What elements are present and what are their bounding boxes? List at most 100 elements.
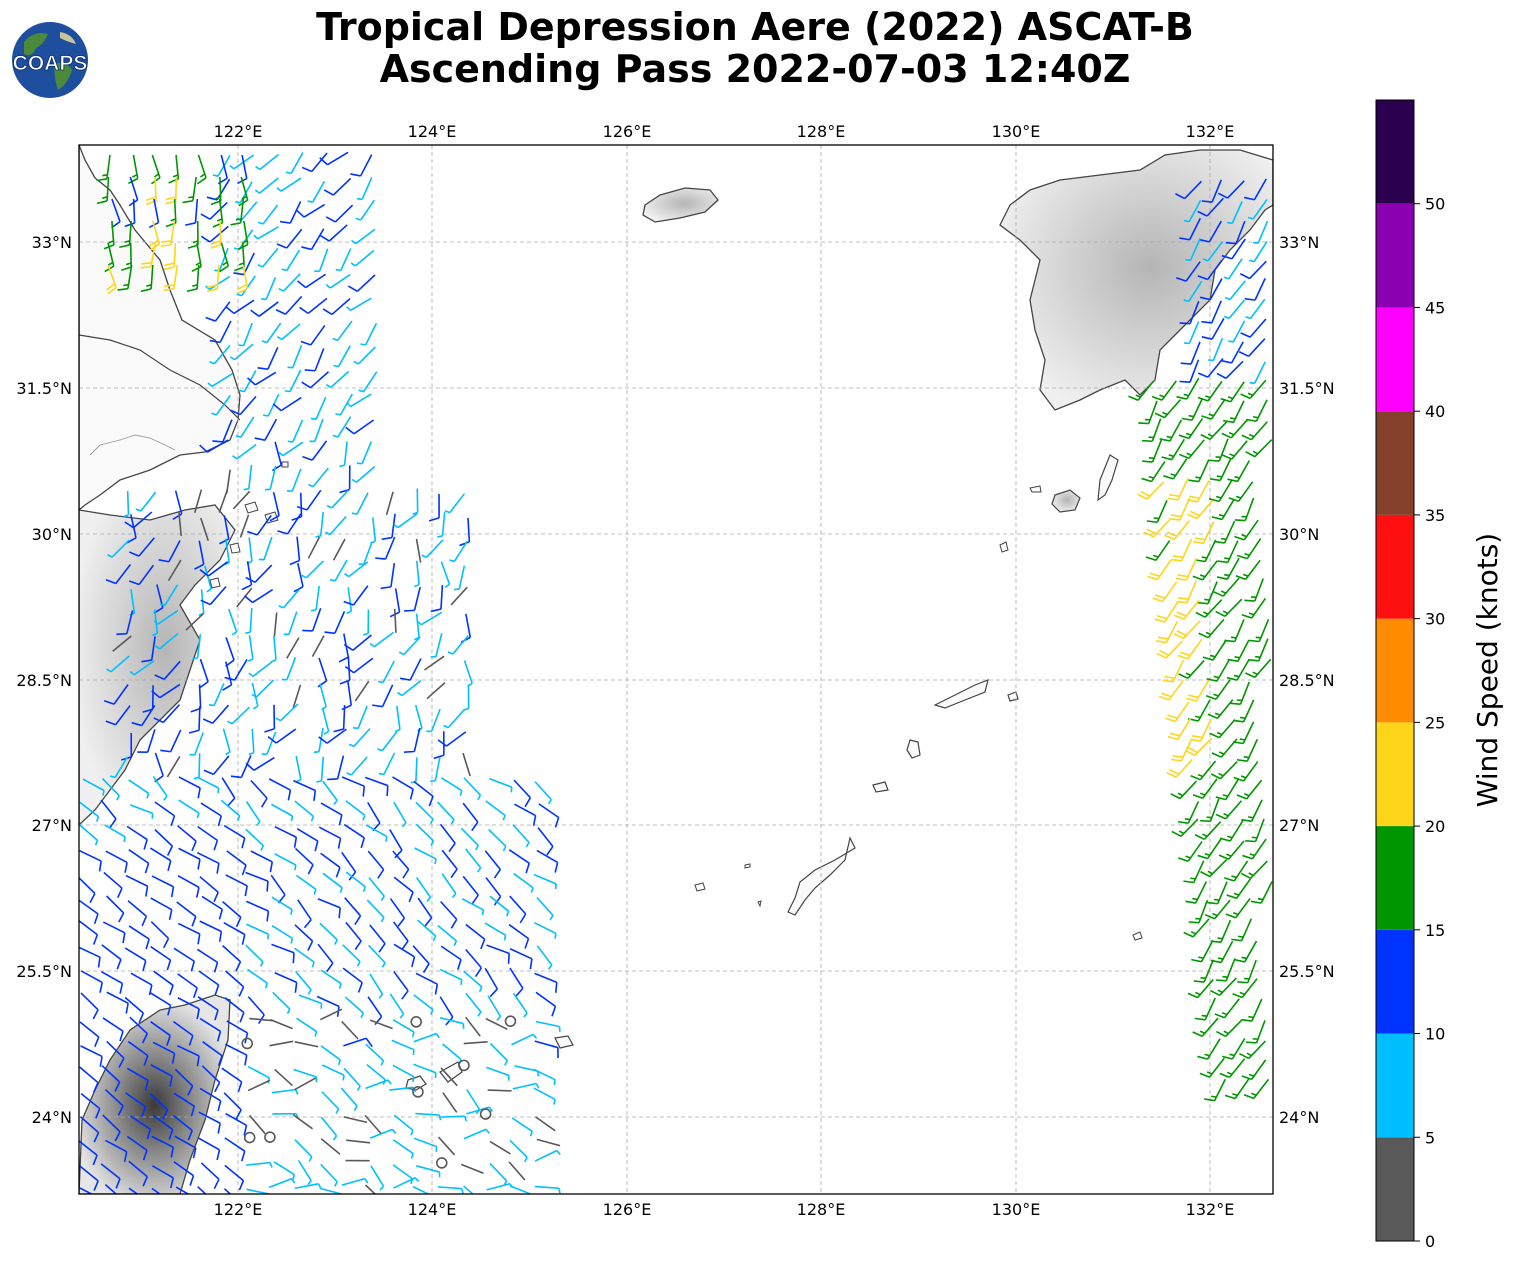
wind-barb — [105, 705, 131, 726]
wind-barb — [196, 154, 207, 185]
wind-barb — [1187, 978, 1214, 999]
wind-barb — [178, 511, 182, 537]
wind-barb — [1138, 400, 1158, 425]
wind-barb — [140, 242, 156, 269]
wind-barb — [447, 635, 469, 655]
lon-label: 132°E — [1186, 1200, 1235, 1219]
map-frame — [78, 144, 1274, 1195]
wind-barb — [343, 1067, 361, 1092]
wind-barb — [116, 610, 134, 636]
wind-barb — [534, 922, 557, 939]
wind-barb — [209, 344, 231, 365]
wind-barb — [1240, 318, 1267, 338]
wind-barb — [105, 264, 117, 295]
wind-barb — [200, 802, 222, 827]
wind-barb — [1219, 820, 1244, 842]
wind-barb — [254, 418, 278, 441]
wind-barb — [439, 1017, 465, 1029]
colorbar-tick-label: 35 — [1425, 506, 1445, 525]
wind-barb — [1199, 1057, 1225, 1078]
wind-barb — [224, 997, 245, 1023]
wind-barb — [392, 776, 414, 800]
wind-barb — [219, 242, 230, 273]
wind-barb — [79, 1165, 99, 1191]
wind-barb — [264, 704, 276, 733]
wind-barb — [415, 877, 432, 902]
colorbar-tick-label: 15 — [1425, 921, 1445, 940]
wind-barb — [333, 705, 346, 733]
wind-barb — [377, 660, 395, 684]
wind-barb — [276, 177, 302, 192]
wind-barb — [320, 1138, 341, 1155]
wind-barb — [221, 777, 236, 807]
wind-barb — [340, 1087, 358, 1112]
wind-barb — [393, 971, 409, 1000]
wind-barb — [440, 900, 458, 929]
wind-barb — [417, 897, 433, 927]
wind-barb — [298, 994, 323, 1009]
wind-barb — [109, 756, 129, 779]
lat-label: 33°N — [32, 233, 72, 252]
wind-barb — [224, 659, 248, 681]
colorbar-bin — [1376, 411, 1414, 515]
wind-barb — [153, 704, 180, 724]
colorbar-tick-label: 5 — [1425, 1128, 1435, 1147]
wind-barb — [223, 824, 246, 849]
wind-barb — [150, 1021, 171, 1046]
wind-barb — [177, 973, 198, 999]
jeju-island — [642, 187, 719, 223]
wind-barb — [193, 489, 203, 513]
wind-barb — [159, 584, 179, 606]
wind-barb — [352, 705, 368, 730]
wind-barb — [262, 393, 280, 417]
wind-barb — [1214, 998, 1240, 1019]
wind-barb — [296, 1017, 318, 1037]
wind-barb — [191, 242, 202, 273]
colorbar-label: Wind Speed (knots) — [1471, 533, 1504, 807]
wind-barb — [351, 492, 369, 515]
wind-barb — [488, 777, 513, 793]
wind-barb — [437, 924, 458, 946]
wind-barb — [220, 799, 241, 822]
wind-barb — [247, 1065, 271, 1084]
wind-barb — [460, 1163, 484, 1175]
wind-barb — [1240, 860, 1268, 880]
lat-label: 27°N — [1279, 816, 1319, 835]
wind-barb — [440, 777, 463, 796]
wind-barb — [365, 1079, 392, 1090]
lat-label: 31.5°N — [16, 379, 72, 398]
wind-barb — [1238, 338, 1266, 358]
wind-barb — [222, 661, 233, 691]
wind-barb — [158, 540, 181, 563]
wind-barb — [117, 264, 133, 291]
wind-barb — [272, 396, 302, 412]
wind-barb — [512, 824, 530, 848]
wind-barb — [293, 779, 317, 801]
wind-barb — [271, 925, 294, 944]
wind-barb — [319, 922, 338, 945]
wind-barb — [1210, 919, 1232, 944]
wind-barb — [394, 705, 401, 733]
wind-barb — [412, 1185, 430, 1194]
wind-barb — [392, 1019, 415, 1038]
wind-barb — [278, 273, 301, 292]
wind-barb — [225, 637, 235, 667]
wind-barb — [226, 850, 247, 876]
wind-barb — [241, 1037, 254, 1050]
wind-barb — [295, 874, 317, 895]
wind-barb — [325, 273, 351, 289]
wind-barb — [489, 1162, 508, 1186]
wind-barb — [321, 1064, 345, 1081]
wind-barb — [198, 1137, 221, 1161]
wind-barb — [135, 491, 157, 512]
wind-barb — [123, 490, 130, 518]
wind-barb — [1210, 760, 1238, 780]
wind-barb — [345, 800, 366, 821]
wind-barb — [1224, 1078, 1250, 1100]
wind-barb — [1151, 380, 1177, 401]
wind-barb — [1188, 459, 1210, 483]
wind-barb — [1187, 699, 1211, 722]
wind-barb — [351, 465, 376, 483]
wind-barb — [393, 1114, 414, 1136]
wind-barb — [1234, 497, 1255, 522]
